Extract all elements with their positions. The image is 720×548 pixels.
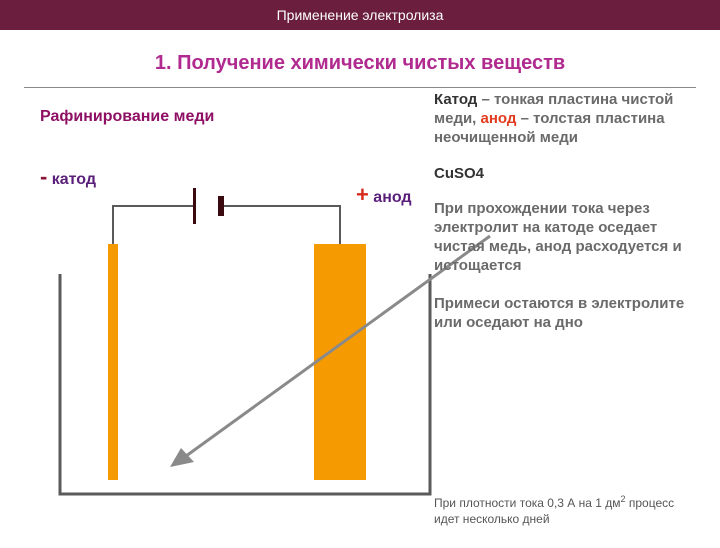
footnote-prefix: При плотности тока 0,3 А на 1 дм — [434, 496, 621, 510]
impurities-description: Примеси остаются в электролите или оседа… — [434, 294, 696, 332]
banner: Применение электролиза — [0, 0, 720, 30]
electrode-description: Катод – тонкая пластина чистой меди, ано… — [434, 90, 696, 148]
electrolysis-diagram: - катод + анод — [40, 164, 420, 504]
process-description: При прохождении тока через электролит на… — [434, 199, 696, 276]
anod-word: анод — [481, 110, 517, 127]
electrolyte-label: CuSO4 — [434, 164, 696, 183]
footnote: При плотности тока 0,3 А на 1 дм2 процес… — [434, 494, 696, 527]
subheading: Рафинирование меди — [40, 108, 214, 126]
katod-word: Катод — [434, 91, 477, 108]
diagram-svg — [40, 164, 460, 504]
page-heading: 1. Получение химически чистых веществ — [0, 52, 720, 75]
right-column: Катод – тонкая пластина чистой меди, ано… — [434, 90, 696, 332]
content-area: Рафинирование меди - катод + анод Катод … — [0, 88, 720, 548]
